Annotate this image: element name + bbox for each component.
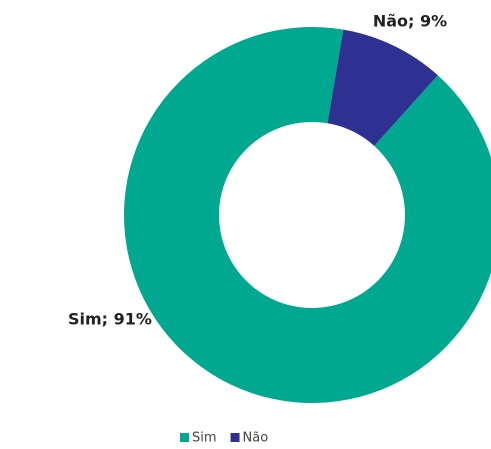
legend-label: Não (243, 431, 269, 446)
data-label: Não; 9% (373, 12, 447, 31)
donut-slice (327, 29, 438, 146)
legend-swatch (180, 433, 189, 442)
data-label: Sim; 91% (68, 310, 152, 329)
legend-label: Sim (192, 431, 217, 446)
legend-swatch (230, 433, 240, 442)
donut-slice (124, 27, 491, 403)
